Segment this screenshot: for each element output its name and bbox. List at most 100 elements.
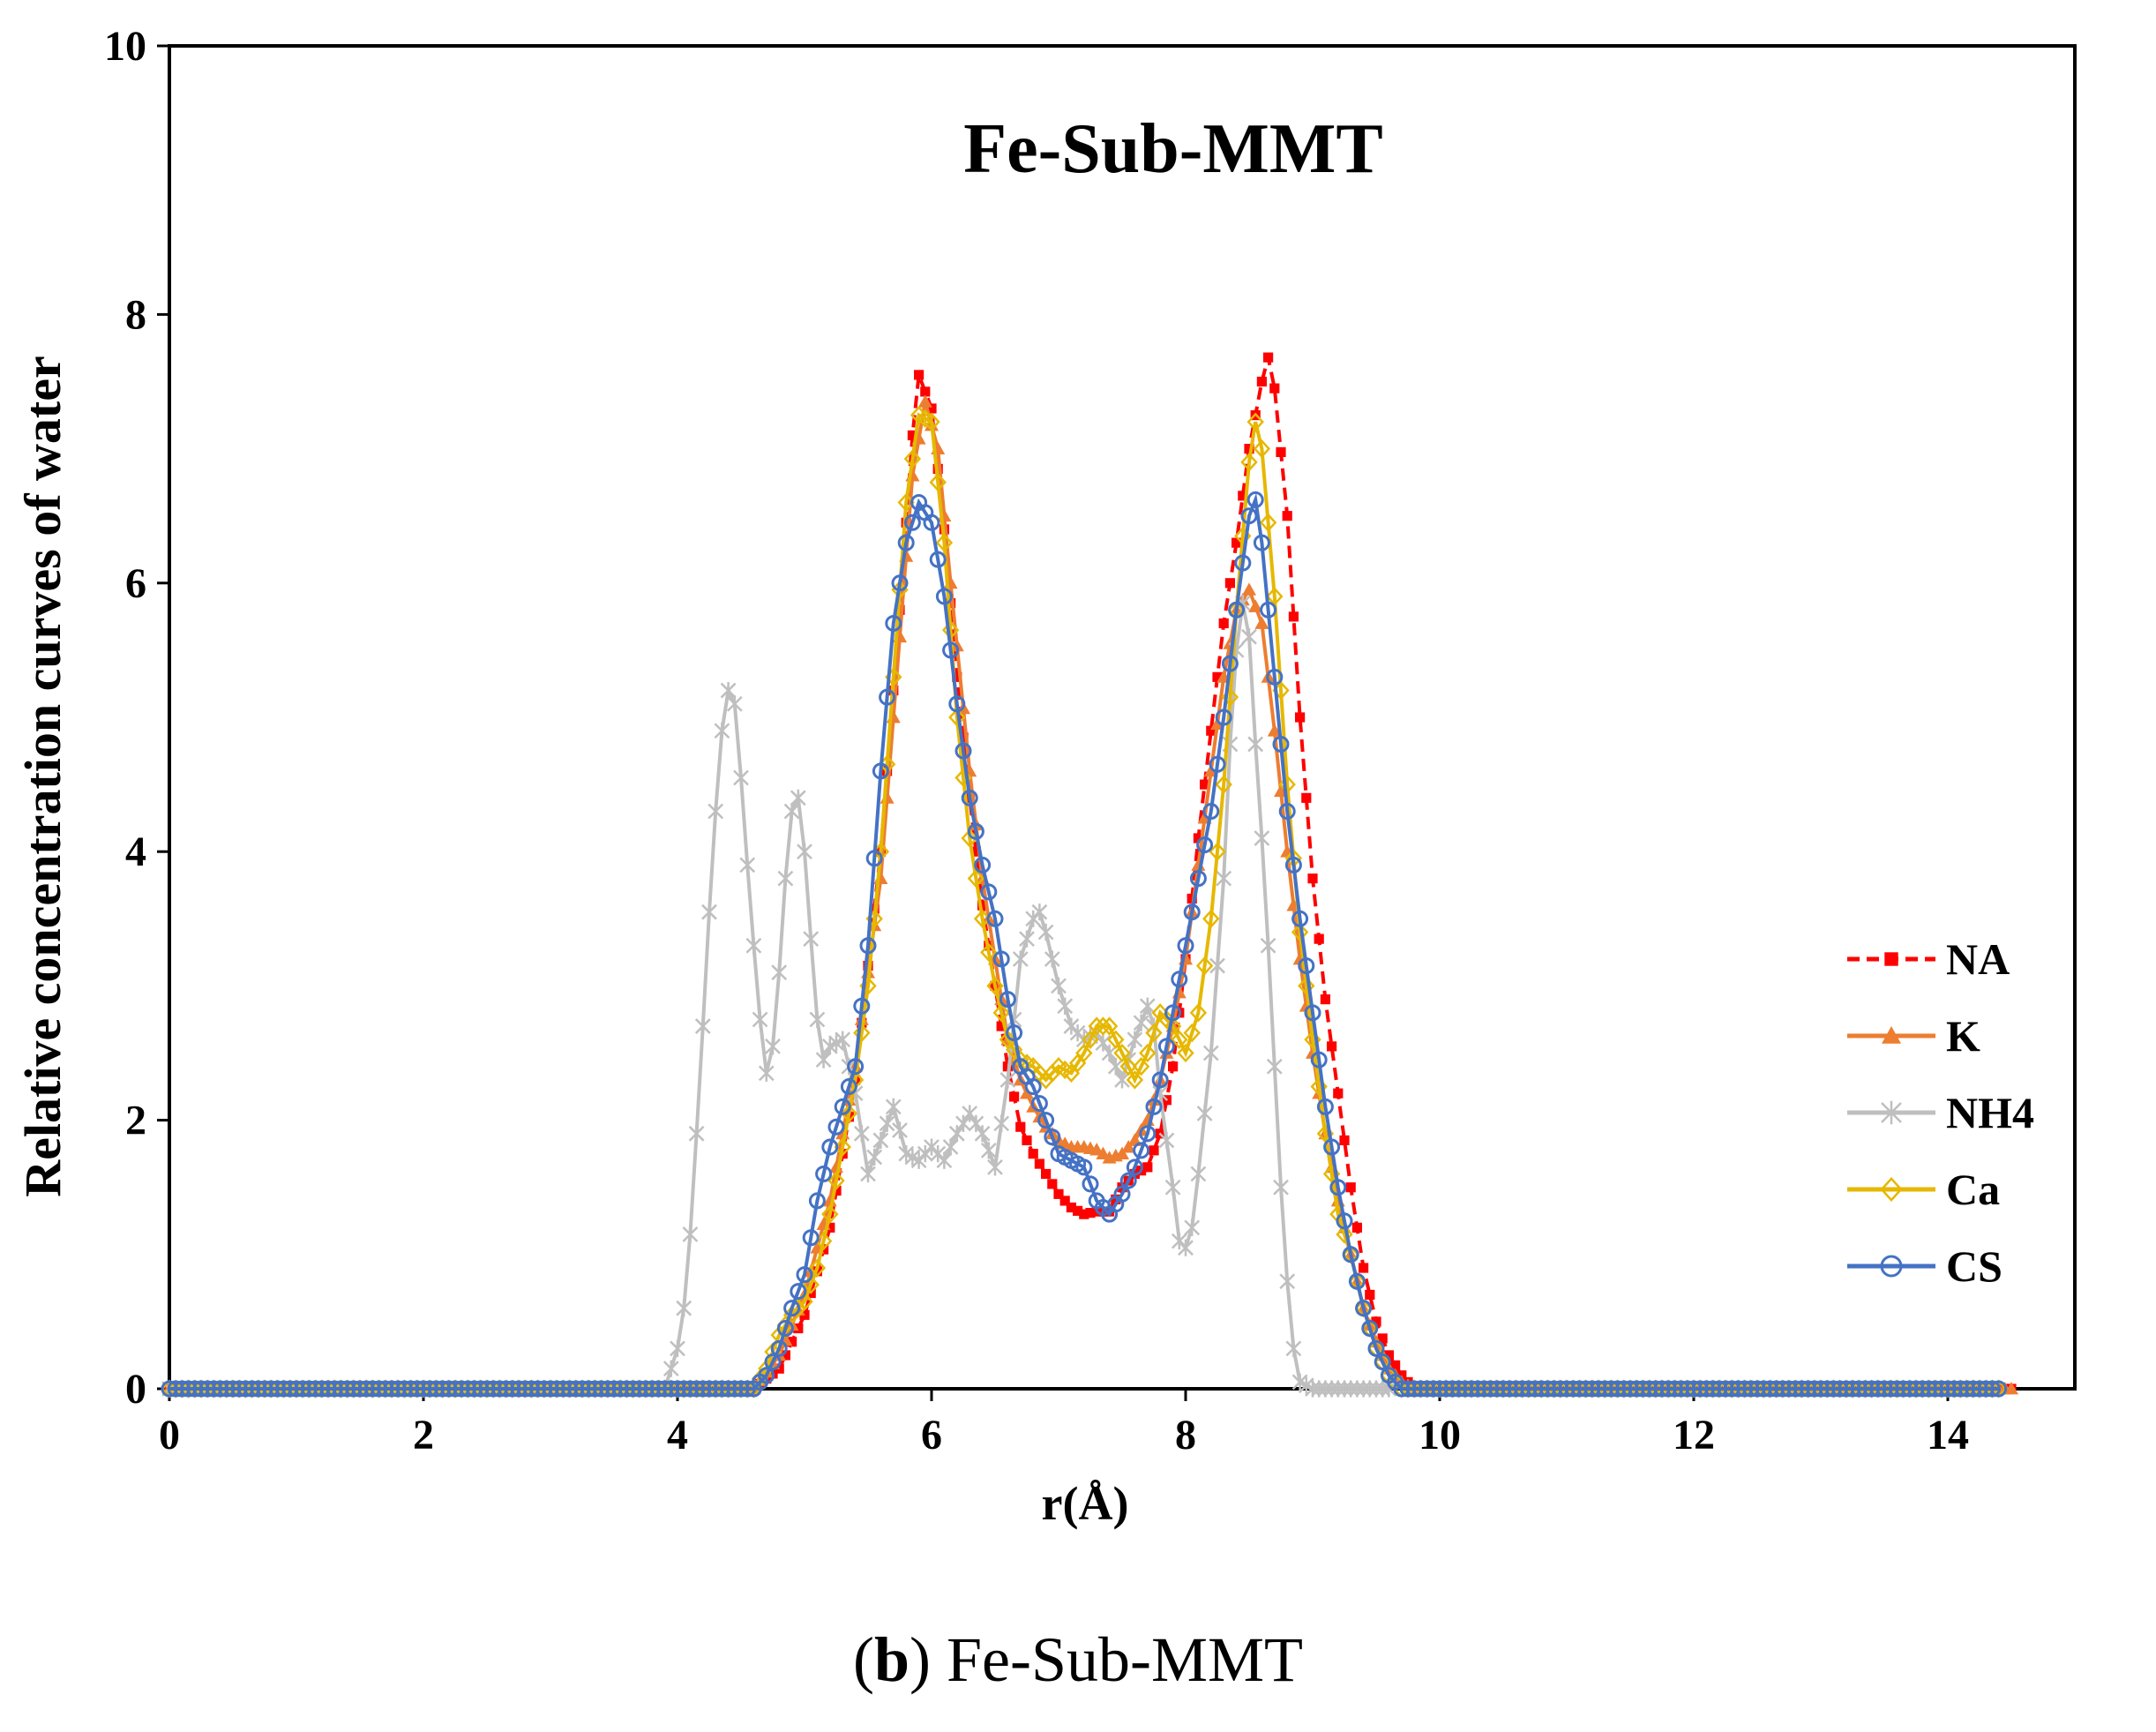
data-point [1628, 1380, 1645, 1398]
series-markers-na [164, 352, 2017, 1394]
data-point [1875, 1380, 1893, 1398]
data-point [1316, 1098, 1334, 1115]
data-point [701, 903, 717, 921]
data-point [605, 1380, 623, 1398]
data-point [996, 1021, 1007, 1031]
data-point [1031, 903, 1048, 921]
caption-label: b [873, 1624, 910, 1695]
data-point [688, 1125, 705, 1143]
data-point [1405, 1380, 1423, 1398]
data-point [1024, 1078, 1042, 1096]
data-point [776, 1320, 794, 1338]
data-point [872, 1131, 889, 1150]
data-point [611, 1380, 629, 1398]
data-point [859, 937, 877, 955]
data-point [1260, 937, 1276, 955]
data-point [1558, 1380, 1576, 1398]
x-tick-label: 8 [1175, 1412, 1196, 1458]
data-point [1377, 1333, 1388, 1344]
data-point [834, 1137, 851, 1157]
data-point [1844, 1380, 1861, 1398]
data-point [1653, 1380, 1671, 1398]
data-point [765, 1038, 781, 1055]
x-tick-label: 2 [413, 1412, 434, 1458]
x-tick-label: 14 [1927, 1412, 1969, 1458]
data-point [808, 1258, 827, 1278]
data-point [1149, 1145, 1159, 1156]
series-markers-cs [161, 491, 2008, 1398]
legend-marker [1882, 1026, 1901, 1044]
data-point [1200, 779, 1210, 790]
data-point [440, 1380, 458, 1398]
data-point [1133, 1014, 1149, 1031]
data-point [1015, 1121, 1026, 1132]
data-point [872, 762, 889, 780]
data-point [1009, 1091, 1020, 1102]
data-point [1768, 1380, 1785, 1398]
data-point [1437, 1380, 1455, 1398]
data-point [1443, 1380, 1461, 1398]
data-point [243, 1380, 261, 1398]
data-point [1145, 1023, 1163, 1043]
axis-ticks: 0 2 4 6 8 10 12 14 0 2 4 6 8 10 [104, 23, 1969, 1458]
data-point [1869, 1380, 1887, 1398]
legend-item-k: K [1847, 1011, 1980, 1061]
y-tick-label: 6 [125, 560, 146, 607]
data-point [656, 1380, 674, 1398]
data-point [1178, 1239, 1194, 1256]
data-point [345, 1380, 363, 1398]
legend-label: NH4 [1946, 1088, 2034, 1137]
data-point [962, 1105, 978, 1122]
data-point [1895, 1380, 1913, 1398]
data-point [351, 1380, 369, 1398]
data-point [831, 1185, 842, 1196]
data-point [1615, 1380, 1633, 1398]
data-point [1082, 1030, 1099, 1049]
data-point [1977, 1380, 1995, 1398]
data-point [682, 1226, 699, 1243]
data-point [1022, 1135, 1032, 1146]
data-point [1621, 1380, 1639, 1398]
data-point [402, 1380, 420, 1398]
data-point [958, 732, 969, 743]
data-point [1114, 1071, 1130, 1089]
data-point [453, 1380, 470, 1398]
data-point [827, 1118, 845, 1136]
data-point [1450, 1380, 1468, 1398]
data-point [332, 1380, 349, 1398]
data-point [1279, 1272, 1296, 1290]
figure-caption: (b) Fe-Sub-MMT [852, 1624, 1304, 1695]
data-point [1266, 1058, 1283, 1076]
legend-label: Ca [1946, 1165, 2000, 1214]
data-point [1850, 1380, 1868, 1398]
data-point [230, 1380, 248, 1398]
data-point [218, 1380, 236, 1398]
data-point [834, 1098, 851, 1115]
data-point [1348, 1272, 1366, 1290]
data-point [1717, 1380, 1734, 1398]
data-point [554, 1380, 572, 1398]
data-point [1209, 842, 1226, 861]
data-point [929, 472, 947, 492]
x-tick-label: 10 [1419, 1412, 1461, 1458]
y-tick-label: 4 [125, 829, 146, 875]
data-point [294, 1380, 311, 1398]
data-point [973, 909, 992, 928]
data-point [1030, 1095, 1048, 1113]
data-point [992, 1003, 1010, 1023]
data-point [752, 1010, 768, 1029]
data-point [1240, 453, 1258, 472]
data-point [504, 1380, 521, 1398]
data-point [1761, 1380, 1778, 1398]
data-point [1206, 725, 1216, 736]
data-point [1234, 554, 1252, 572]
data-point [1882, 1380, 1899, 1398]
data-point [847, 1058, 865, 1076]
data-point [1469, 1380, 1486, 1398]
data-point [1100, 1016, 1119, 1036]
data-point [986, 910, 1004, 927]
data-point [961, 789, 978, 806]
data-point [700, 1380, 718, 1398]
data-point [1307, 873, 1318, 884]
data-point [1933, 1380, 1950, 1398]
